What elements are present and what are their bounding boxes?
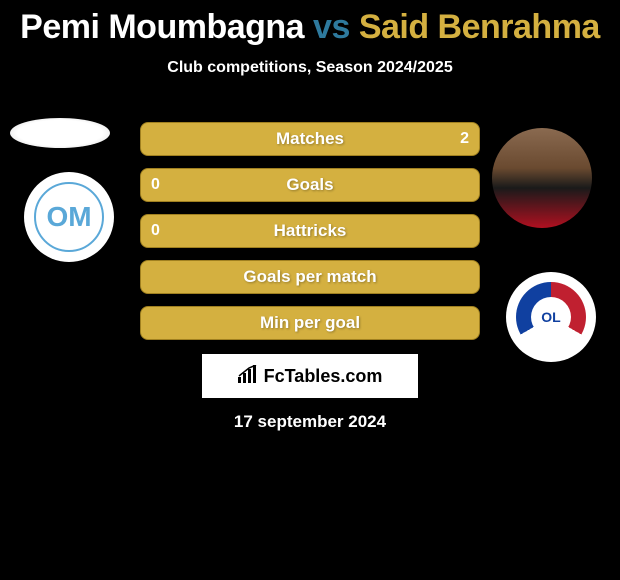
brand-badge: FcTables.com	[202, 354, 418, 398]
stat-label: Hattricks	[274, 221, 347, 241]
stat-label: Min per goal	[260, 313, 360, 333]
player2-name: Said Benrahma	[359, 8, 600, 46]
player1-photo	[10, 118, 110, 148]
date-label: 17 september 2024	[0, 412, 620, 432]
stat-left-value: 0	[151, 176, 160, 194]
stat-right-value: 2	[460, 130, 469, 148]
club-logo-left: OM	[24, 172, 114, 262]
stats-container: Matches 2 0 Goals 0 Hattricks Goals per …	[140, 122, 480, 352]
club-logo-right: OL	[506, 272, 596, 362]
comparison-title: Pemi Moumbagna vs Said Benrahma	[0, 0, 620, 47]
brand-text: FcTables.com	[264, 366, 383, 387]
stat-label: Goals	[286, 175, 333, 195]
stat-label: Matches	[276, 129, 344, 149]
stat-row-hattricks: 0 Hattricks	[140, 214, 480, 248]
competition-subtitle: Club competitions, Season 2024/2025	[0, 59, 620, 77]
club-abbr-right: OL	[531, 297, 571, 337]
club-abbr-left: OM	[34, 182, 104, 252]
stat-row-goals: 0 Goals	[140, 168, 480, 202]
chart-icon	[238, 365, 260, 388]
stat-row-matches: Matches 2	[140, 122, 480, 156]
stat-label: Goals per match	[243, 267, 376, 287]
player1-name: Pemi Moumbagna	[20, 8, 304, 46]
ol-lion-icon: OL	[516, 282, 586, 352]
vs-label: vs	[313, 8, 350, 46]
stat-row-min-per-goal: Min per goal	[140, 306, 480, 340]
player2-photo	[492, 128, 592, 228]
stat-left-value: 0	[151, 222, 160, 240]
stat-row-goals-per-match: Goals per match	[140, 260, 480, 294]
